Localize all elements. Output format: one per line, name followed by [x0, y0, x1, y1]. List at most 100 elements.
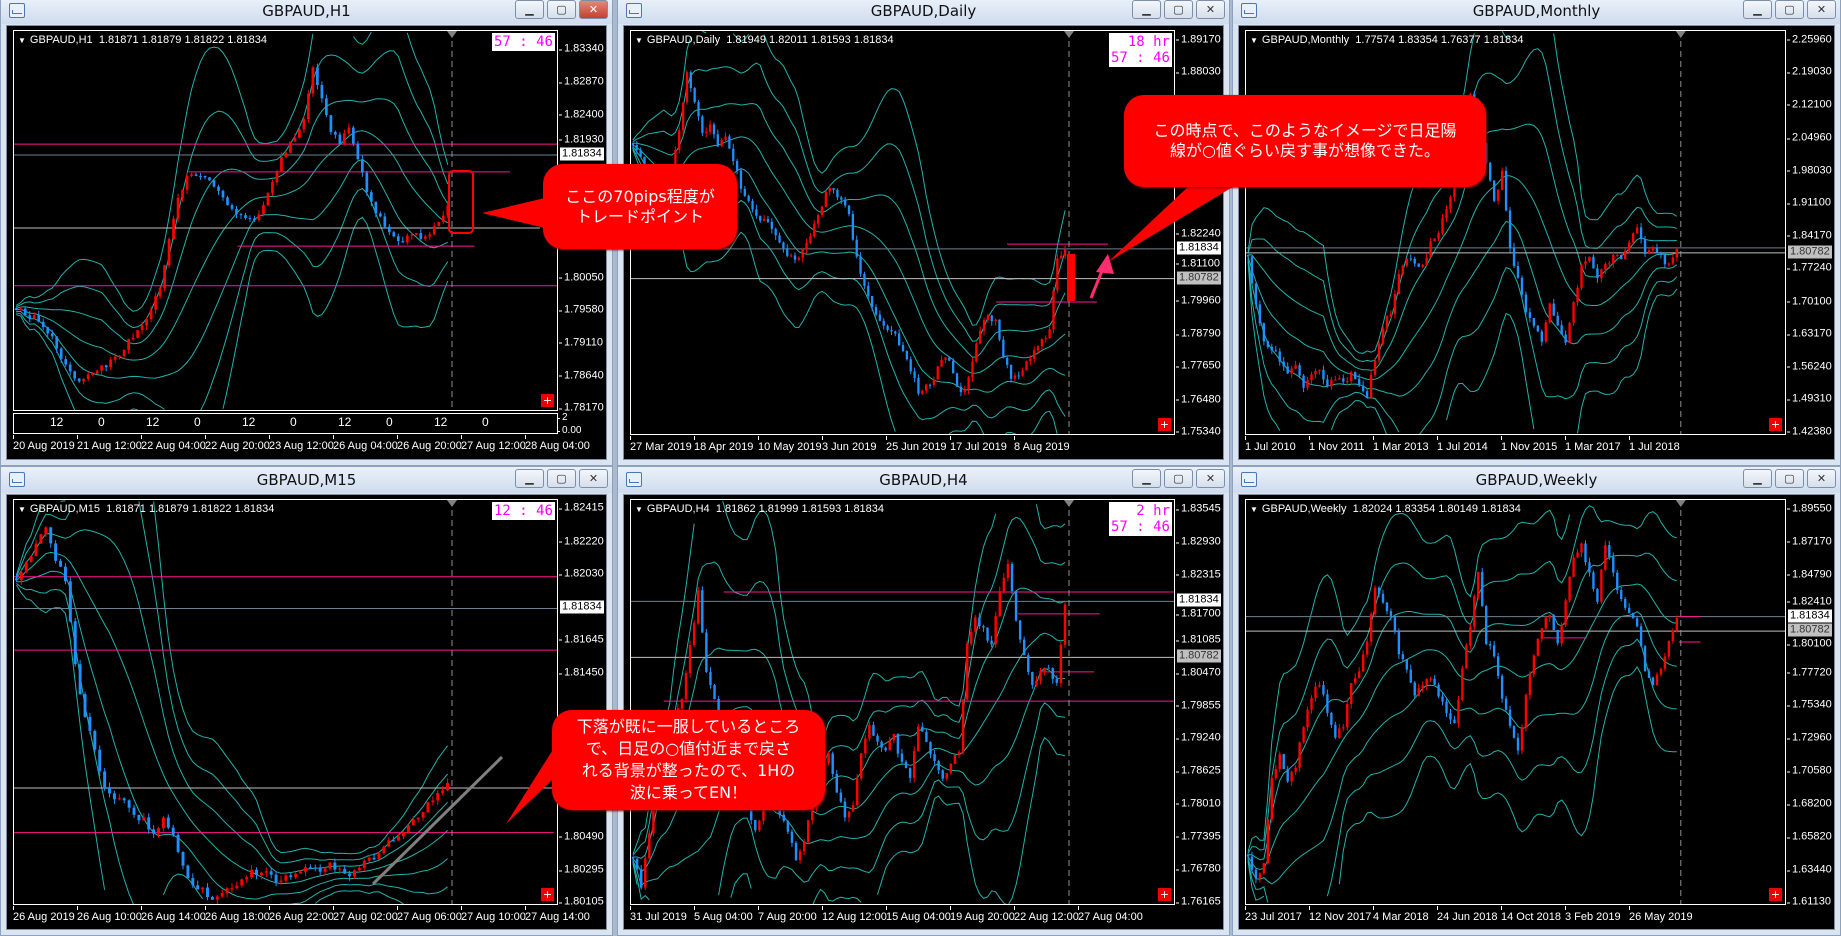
candle [1039, 671, 1042, 681]
bollinger-band [1247, 583, 1677, 871]
add-indicator-icon[interactable]: + [541, 394, 554, 407]
candle [1453, 719, 1456, 724]
price-axis-label: 2.04960 [1787, 131, 1832, 144]
price-plot[interactable]: ▼ GBPAUD,H1 1.81871 1.81879 1.81822 1.818… [13, 30, 558, 411]
window-titlebar[interactable]: GBPAUD,Monthly ▁ ▢ ✕ [1233, 0, 1840, 24]
window-titlebar[interactable]: GBPAUD,H1 ▁ ▢ ✕ [1, 0, 612, 24]
candle [63, 566, 67, 582]
dropdown-triangle-icon[interactable]: ▼ [1250, 505, 1258, 514]
window-titlebar[interactable]: GBPAUD,M15 ▁ ▢ ✕ [1, 467, 612, 493]
candle [108, 787, 111, 794]
candle [693, 88, 696, 103]
price-axis-label: 1.70100 [1787, 295, 1832, 308]
dropdown-triangle-icon[interactable]: ▼ [18, 505, 26, 514]
candle [944, 357, 947, 360]
indicator-subwindow[interactable]: 12 0 12 0 12 0 12 0 12 0 [13, 413, 558, 434]
candle [1401, 265, 1405, 275]
candle [275, 172, 279, 183]
chart-body[interactable]: ▼ GBPAUD,Weekly 1.82024 1.83354 1.80149 1… [1238, 494, 1835, 930]
candle [226, 197, 229, 206]
chart-window[interactable]: GBPAUD,H4 ▁ ▢ ✕ ▼ GBPAUD,H4 1.81862 1.81999 1… [617, 466, 1230, 936]
chart-window[interactable]: GBPAUD,H1 ▁ ▢ ✕ ▼ GBPAUD,H1 1.81871 1.81879 1… [0, 0, 613, 466]
candle [851, 805, 855, 812]
close-button[interactable]: ✕ [1807, 469, 1836, 488]
candlestick-chart [14, 500, 557, 904]
restore-button[interactable]: ▢ [1164, 0, 1193, 19]
close-button[interactable]: ✕ [1196, 469, 1225, 488]
minimize-button[interactable]: ▁ [515, 469, 544, 488]
window-titlebar[interactable]: GBPAUD,H4 ▁ ▢ ✕ [618, 467, 1229, 493]
candle [410, 234, 414, 236]
close-button[interactable]: ✕ [1196, 0, 1225, 19]
time-axis-label: 22 Aug 20:00 [205, 435, 270, 452]
previous-close-marker: 1.80782 [1177, 649, 1221, 663]
candle [377, 853, 381, 860]
chart-window[interactable]: GBPAUD,Monthly ▁ ▢ ✕ ▼ GBPAUD,Monthly 1.77574… [1232, 0, 1841, 466]
candle [431, 800, 435, 803]
minimize-button[interactable]: ▁ [515, 0, 544, 19]
add-indicator-icon[interactable]: + [1158, 888, 1171, 901]
dropdown-triangle-icon[interactable]: ▼ [1250, 36, 1258, 45]
add-indicator-icon[interactable]: + [1158, 418, 1171, 431]
minimize-button[interactable]: ▁ [1132, 0, 1161, 19]
candle [937, 760, 940, 771]
candle [387, 840, 391, 847]
candle [1572, 302, 1575, 323]
candle [1354, 678, 1357, 684]
candle [832, 188, 835, 190]
price-axis-label: 1.82410 [1787, 595, 1832, 608]
chart-body[interactable]: ▼ GBPAUD,Monthly 1.77574 1.83354 1.76377 … [1238, 25, 1835, 460]
candle [827, 753, 830, 764]
window-title: GBPAUD,H4 [879, 471, 968, 489]
chart-body[interactable]: ▼ GBPAUD,H1 1.81871 1.81879 1.81822 1.818… [6, 25, 607, 460]
callout-m15-line: 波に乗ってEN！ [629, 783, 748, 802]
restore-button[interactable]: ▢ [1775, 0, 1804, 19]
candle [1018, 620, 1022, 640]
price-plot[interactable]: ▼ GBPAUD,M15 1.81871 1.81879 1.81822 1.81… [13, 499, 558, 905]
restore-button[interactable]: ▢ [547, 0, 576, 19]
chart-shift-handle-icon [447, 31, 457, 38]
add-indicator-icon[interactable]: + [1769, 418, 1782, 431]
restore-button[interactable]: ▢ [1775, 469, 1804, 488]
dropdown-triangle-icon[interactable]: ▼ [635, 36, 643, 45]
add-indicator-icon[interactable]: + [1769, 888, 1782, 901]
candle [352, 127, 355, 144]
restore-button[interactable]: ▢ [1164, 469, 1193, 488]
restore-button[interactable]: ▢ [547, 469, 576, 488]
candle [971, 361, 974, 378]
window-titlebar[interactable]: GBPAUD,Weekly ▁ ▢ ✕ [1233, 467, 1840, 493]
candle [809, 236, 812, 244]
candle [1500, 675, 1504, 699]
dropdown-triangle-icon[interactable]: ▼ [18, 36, 26, 45]
candle [244, 215, 247, 219]
minimize-button[interactable]: ▁ [1743, 0, 1772, 19]
close-button[interactable]: ✕ [1807, 0, 1836, 19]
add-indicator-icon[interactable]: + [541, 888, 554, 901]
candle [743, 188, 746, 196]
candle [1373, 360, 1377, 375]
candle [1663, 656, 1667, 669]
bollinger-band [1247, 259, 1400, 433]
candle [790, 831, 794, 843]
window-title: GBPAUD,Monthly [1472, 2, 1601, 20]
close-button[interactable]: ✕ [579, 469, 608, 488]
window-buttons: ▁ ▢ ✕ [1743, 0, 1836, 19]
minimize-button[interactable]: ▁ [1132, 469, 1161, 488]
chart-body[interactable]: ▼ GBPAUD,M15 1.81871 1.81879 1.81822 1.81… [6, 494, 607, 930]
candle [816, 214, 820, 224]
dropdown-triangle-icon[interactable]: ▼ [635, 505, 643, 514]
candle [990, 315, 993, 322]
close-button[interactable]: ✕ [579, 0, 608, 19]
price-plot[interactable]: ▼ GBPAUD,Monthly 1.77574 1.83354 1.76377 … [1245, 30, 1786, 435]
price-plot[interactable]: ▼ GBPAUD,H4 1.81862 1.81999 1.81593 1.818… [630, 499, 1175, 905]
candle [1033, 350, 1036, 359]
candle [749, 803, 753, 820]
chart-window[interactable]: GBPAUD,Weekly ▁ ▢ ✕ ▼ GBPAUD,Weekly 1.82024 1… [1232, 466, 1841, 936]
minimize-button[interactable]: ▁ [1743, 469, 1772, 488]
window-titlebar[interactable]: GBPAUD,Daily ▁ ▢ ✕ [618, 0, 1229, 24]
candle [1063, 249, 1067, 256]
chart-window[interactable]: GBPAUD,M15 ▁ ▢ ✕ ▼ GBPAUD,M15 1.81871 1.81879… [0, 466, 613, 936]
price-axis-label: 1.80050 [559, 271, 604, 284]
price-plot[interactable]: ▼ GBPAUD,Weekly 1.82024 1.83354 1.80149 1… [1245, 499, 1786, 905]
candle [1481, 571, 1484, 607]
